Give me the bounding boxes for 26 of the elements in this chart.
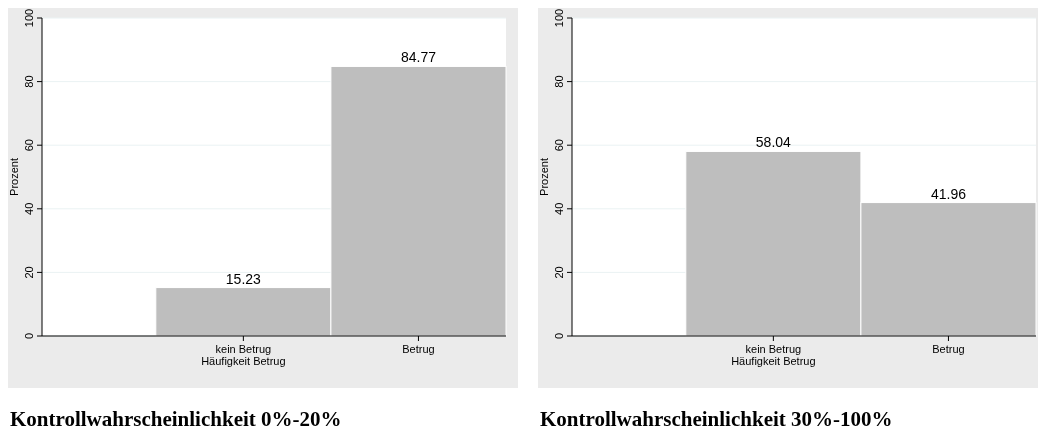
y-tick-label: 0 (553, 332, 565, 340)
text: Kontrollwahrscheinlichkeit 30%-100% (540, 407, 893, 431)
y-tick-label: 20 (23, 266, 35, 279)
x-tick-label: Betrug (932, 343, 965, 355)
data-label: 58.04 (755, 134, 792, 151)
y-tick-label: 0 (23, 332, 35, 340)
y-axis-title: Prozent (538, 158, 550, 196)
y-tick-label: 80 (23, 75, 35, 88)
x-tick-label: Betrug (402, 343, 435, 355)
data-label: 41.96 (930, 185, 967, 202)
x-axis-title: Häufigkeit Betrug (201, 355, 286, 367)
x-axis-title: Häufigkeit Betrug (731, 355, 816, 367)
y-tick-label: 40 (23, 202, 35, 215)
y-axis-title: Prozent (8, 158, 20, 196)
x-tick-label: kein Betrug (745, 343, 802, 355)
y-tick-label: 80 (553, 75, 565, 88)
y-tick-label: 100 (23, 8, 35, 28)
y-tick-label: 60 (553, 139, 565, 152)
y-tick-label: 20 (553, 266, 565, 279)
y-tick-label: 100 (553, 8, 565, 28)
x-tick-label: kein Betrug (215, 343, 272, 355)
text: Kontrollwahrscheinlichkeit 0%-20% (10, 407, 342, 431)
y-tick-label: 40 (553, 202, 565, 215)
y-tick-label: 60 (23, 139, 35, 152)
data-label: 84.77 (400, 49, 437, 66)
data-label: 15.23 (225, 270, 262, 287)
